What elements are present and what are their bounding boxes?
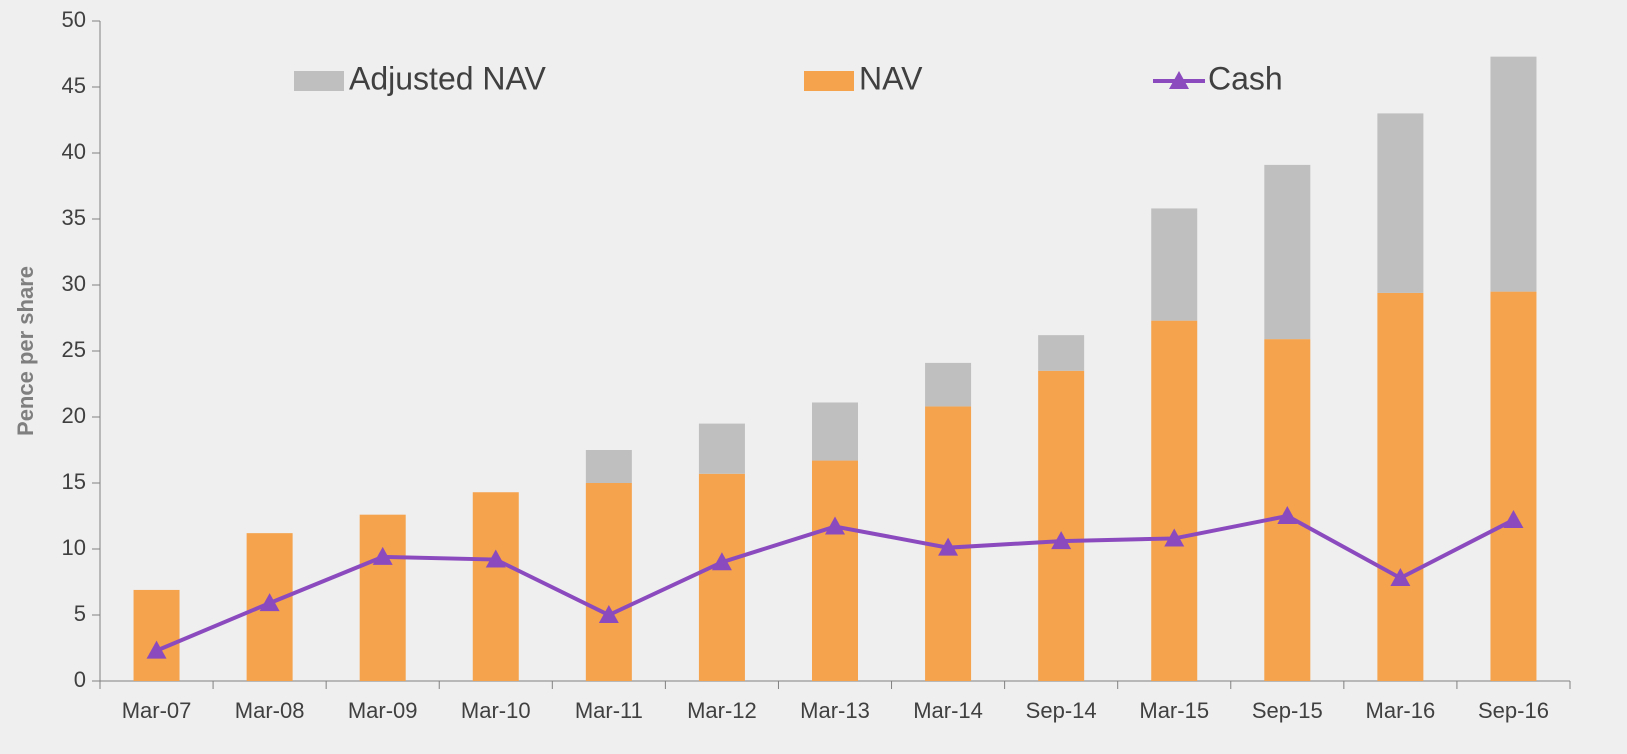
marker — [485, 549, 506, 568]
marker — [938, 537, 959, 556]
x-tick-label: Mar-12 — [687, 698, 757, 723]
marker — [1277, 506, 1298, 524]
marker — [711, 552, 732, 571]
marker — [825, 516, 845, 535]
x-tick-label: Mar-11 — [575, 698, 643, 723]
legend-label: Adjusted NAV — [349, 60, 547, 96]
bar — [698, 473, 745, 681]
y-tick-label: 25 — [62, 337, 86, 362]
bar — [585, 483, 632, 681]
bar — [585, 450, 632, 483]
y-tick-label: 35 — [62, 205, 86, 230]
bar — [1377, 113, 1424, 293]
x-tick-label: Mar-08 — [235, 698, 305, 723]
x-tick-label: Mar-09 — [348, 698, 418, 723]
bar — [1038, 370, 1085, 681]
marker — [259, 593, 280, 612]
y-tick-label: 15 — [62, 469, 86, 494]
x-tick-label: Sep-14 — [1026, 698, 1097, 723]
x-tick-label: Mar-13 — [800, 698, 870, 723]
legend-swatch — [294, 71, 344, 91]
marker — [1164, 528, 1185, 547]
bar — [1490, 291, 1537, 681]
x-tick-label: Sep-15 — [1252, 698, 1323, 723]
y-tick-label: 30 — [62, 271, 86, 296]
bar — [133, 589, 180, 681]
bar — [472, 492, 519, 681]
legend-label: Cash — [1208, 60, 1283, 96]
y-tick-label: 45 — [62, 73, 86, 98]
bar — [1151, 320, 1198, 681]
marker — [1503, 509, 1524, 528]
bar — [1151, 208, 1198, 321]
y-tick-label: 0 — [74, 667, 86, 692]
marker — [372, 546, 393, 565]
x-tick-label: Mar-15 — [1139, 698, 1209, 723]
y-tick-label: 20 — [62, 403, 86, 428]
y-tick-label: 5 — [74, 601, 86, 626]
y-tick-label: 50 — [62, 7, 86, 32]
x-tick-label: Mar-14 — [913, 698, 983, 723]
legend-label: NAV — [859, 60, 923, 96]
bar — [698, 423, 745, 474]
bar — [359, 514, 406, 681]
bar — [925, 362, 972, 407]
y-axis-title: Pence per share — [13, 266, 38, 436]
marker — [598, 605, 619, 623]
bar — [1490, 56, 1537, 292]
bar — [1377, 292, 1424, 681]
x-tick-label: Mar-07 — [122, 698, 192, 723]
bar — [812, 460, 858, 681]
marker — [1390, 568, 1411, 587]
bar — [812, 402, 858, 461]
marker — [146, 640, 167, 659]
x-tick-label: Mar-16 — [1366, 698, 1436, 723]
y-tick-label: 40 — [62, 139, 86, 164]
legend-marker — [1169, 71, 1189, 89]
y-tick-label: 10 — [62, 535, 86, 560]
bar — [1264, 164, 1311, 340]
bar — [1038, 335, 1085, 371]
marker — [1051, 531, 1072, 550]
legend-swatch — [804, 71, 854, 91]
x-tick-label: Mar-10 — [461, 698, 531, 723]
x-tick-label: Sep-16 — [1478, 698, 1549, 723]
